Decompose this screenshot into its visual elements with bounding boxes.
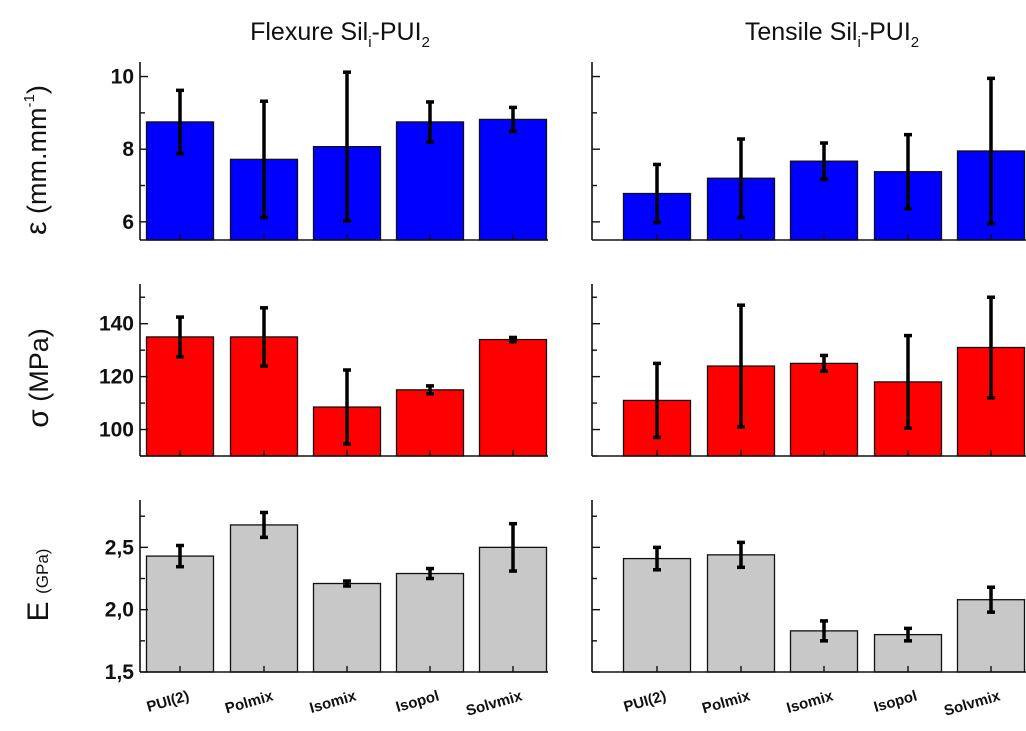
y-tick-label: 10 xyxy=(111,66,134,89)
y-tick-label: 1,5 xyxy=(105,661,135,684)
category-label: Isomix xyxy=(308,687,359,717)
bar xyxy=(478,118,548,241)
category-label: Isopol xyxy=(872,688,919,717)
category-label: Solvmix xyxy=(464,687,525,719)
category-label: PUI(2) xyxy=(622,688,668,716)
category-label: Polmix xyxy=(700,687,753,717)
category-label: Isopol xyxy=(394,688,441,717)
y-tick-label: 6 xyxy=(122,211,134,234)
category-label: Polmix xyxy=(223,687,276,717)
panel-tensile-strain xyxy=(591,62,1026,241)
panel-flexure-modulus: 1,5 2,0 2,5 PUI(2) Polmix Isomix Isopol Solvmix xyxy=(105,500,548,720)
stress-axis-label: σ (MPa) xyxy=(22,328,55,428)
y-tick-label: 100 xyxy=(99,419,134,442)
bar xyxy=(312,582,382,673)
bar xyxy=(706,554,776,673)
category-label: PUI(2) xyxy=(145,688,191,716)
modulus-axis-label: E (GPa) xyxy=(22,549,55,622)
bar xyxy=(229,524,299,673)
y-tick-label: 140 xyxy=(99,313,134,336)
y-tick-label: 2,5 xyxy=(105,536,135,559)
y-tick-label: 2,0 xyxy=(105,599,134,622)
bar xyxy=(789,362,859,457)
panel-flexure-stress: 100 120 140 xyxy=(99,284,548,457)
y-tick-label: 8 xyxy=(122,138,134,161)
bar xyxy=(395,389,465,457)
bar xyxy=(145,555,215,673)
strain-axis-label: ε (mm.mm-1) xyxy=(20,85,53,235)
bar xyxy=(395,572,465,673)
y-tick-label: 120 xyxy=(99,366,134,389)
category-label: Solvmix xyxy=(942,687,1003,719)
panel-tensile-modulus: PUI(2) Polmix Isomix Isopol Solvmix xyxy=(591,500,1026,720)
left-column-title: Flexure Sili-PUI2 xyxy=(250,18,430,51)
bar xyxy=(478,338,548,457)
bar xyxy=(622,557,692,673)
right-column-title: Tensile Sili-PUI2 xyxy=(745,18,919,51)
category-label: Isomix xyxy=(785,687,836,717)
panel-flexure-strain: 6 8 10 xyxy=(111,62,548,241)
panel-tensile-stress xyxy=(591,284,1026,457)
